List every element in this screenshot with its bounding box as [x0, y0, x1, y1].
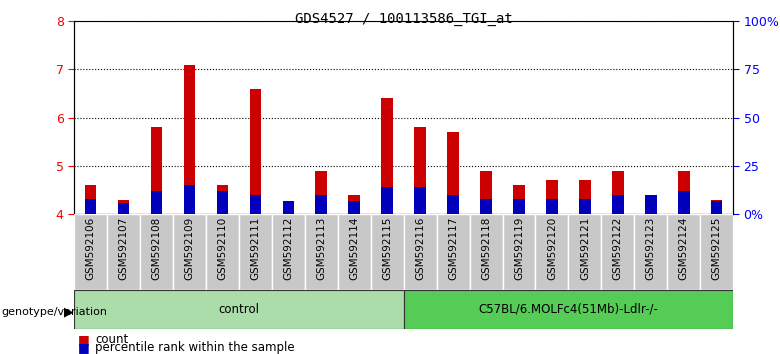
Bar — [282, 205, 294, 214]
Text: GSM592115: GSM592115 — [382, 216, 392, 280]
Bar — [151, 191, 162, 214]
Text: GSM592107: GSM592107 — [119, 216, 129, 280]
Text: GSM592119: GSM592119 — [514, 216, 524, 280]
Bar — [118, 202, 129, 214]
Bar — [601, 214, 634, 290]
Bar — [370, 214, 404, 290]
Text: count: count — [95, 333, 129, 346]
Bar — [85, 185, 97, 214]
Bar — [315, 195, 327, 214]
Bar — [480, 171, 492, 214]
Text: GSM592125: GSM592125 — [711, 216, 722, 280]
Bar — [480, 199, 492, 214]
Bar — [569, 214, 601, 290]
Text: GSM592113: GSM592113 — [316, 216, 326, 280]
Text: GSM592106: GSM592106 — [86, 216, 96, 280]
Bar — [470, 214, 502, 290]
Bar — [151, 127, 162, 214]
Text: GSM592111: GSM592111 — [250, 216, 261, 280]
Text: GSM592110: GSM592110 — [218, 216, 228, 280]
Bar — [239, 214, 271, 290]
Bar — [579, 199, 590, 214]
Bar — [118, 200, 129, 214]
Bar — [645, 195, 657, 214]
Bar — [381, 98, 393, 214]
Bar — [612, 195, 624, 214]
Text: ■: ■ — [78, 333, 90, 346]
Bar — [700, 214, 733, 290]
Bar — [74, 290, 404, 329]
Bar — [271, 214, 305, 290]
Bar — [107, 214, 140, 290]
Bar — [535, 214, 569, 290]
Bar — [74, 214, 107, 290]
Bar — [381, 187, 393, 214]
Bar — [183, 185, 195, 214]
Bar — [173, 214, 206, 290]
Bar — [711, 201, 722, 214]
Text: GSM592109: GSM592109 — [184, 216, 194, 280]
Bar — [206, 214, 239, 290]
Bar — [546, 181, 558, 214]
Bar — [85, 199, 97, 214]
Text: GSM592116: GSM592116 — [415, 216, 425, 280]
Bar — [447, 195, 459, 214]
Text: ■: ■ — [78, 341, 90, 354]
Text: GSM592122: GSM592122 — [613, 216, 623, 280]
Text: percentile rank within the sample: percentile rank within the sample — [95, 341, 295, 354]
Bar — [250, 89, 261, 214]
Bar — [414, 187, 426, 214]
Bar — [282, 201, 294, 214]
Bar — [678, 171, 690, 214]
Bar — [217, 185, 229, 214]
Text: GSM592112: GSM592112 — [283, 216, 293, 280]
Text: GSM592124: GSM592124 — [679, 216, 689, 280]
Text: GSM592114: GSM592114 — [349, 216, 360, 280]
Bar — [513, 199, 525, 214]
Text: GSM592117: GSM592117 — [448, 216, 458, 280]
Bar — [612, 171, 624, 214]
Text: ▶: ▶ — [64, 306, 73, 319]
Text: GSM592120: GSM592120 — [547, 216, 557, 280]
Text: control: control — [218, 303, 260, 316]
Bar — [140, 214, 173, 290]
Text: GSM592123: GSM592123 — [646, 216, 656, 280]
Bar — [502, 214, 535, 290]
Bar — [447, 132, 459, 214]
Bar — [338, 214, 370, 290]
Text: GSM592108: GSM592108 — [151, 216, 161, 280]
Bar — [711, 200, 722, 214]
Bar — [217, 191, 229, 214]
Text: GSM592118: GSM592118 — [481, 216, 491, 280]
Text: genotype/variation: genotype/variation — [2, 307, 108, 317]
Bar — [250, 195, 261, 214]
Bar — [349, 195, 360, 214]
Bar — [404, 214, 437, 290]
Text: C57BL/6.MOLFc4(51Mb)-Ldlr-/-: C57BL/6.MOLFc4(51Mb)-Ldlr-/- — [478, 303, 658, 316]
Text: GDS4527 / 100113586_TGI_at: GDS4527 / 100113586_TGI_at — [295, 12, 512, 27]
Bar — [305, 214, 338, 290]
Bar — [183, 65, 195, 214]
Bar — [667, 214, 700, 290]
Bar — [437, 214, 470, 290]
Bar — [634, 214, 667, 290]
Bar — [513, 185, 525, 214]
Bar — [579, 181, 590, 214]
Bar — [678, 191, 690, 214]
Bar — [315, 171, 327, 214]
Text: GSM592121: GSM592121 — [580, 216, 590, 280]
Bar — [414, 127, 426, 214]
Bar — [349, 201, 360, 214]
Bar — [546, 199, 558, 214]
Bar — [404, 290, 733, 329]
Bar — [645, 200, 657, 214]
